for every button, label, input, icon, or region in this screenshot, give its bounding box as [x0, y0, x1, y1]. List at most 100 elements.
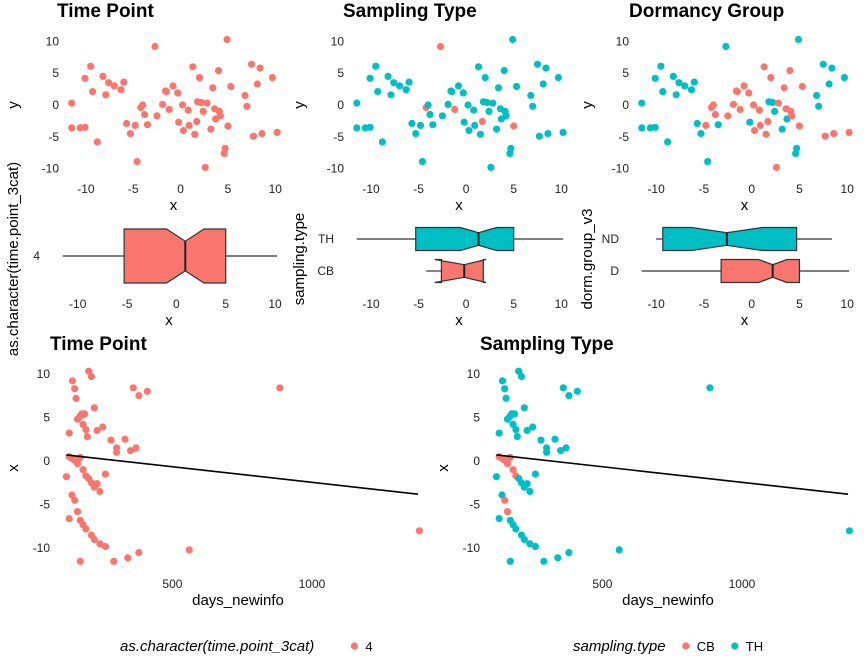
y-tick-label: 5: [43, 410, 50, 424]
y-tick-label: 10: [331, 34, 345, 48]
x-axis-label: days_newinfo: [192, 592, 284, 609]
data-point: [520, 404, 528, 412]
x-tick-label: 1000: [299, 577, 326, 591]
data-point: [498, 491, 506, 499]
data-point: [687, 86, 696, 94]
data-point: [387, 91, 395, 99]
data-point: [151, 42, 159, 51]
data-point: [494, 84, 503, 92]
data-point: [709, 101, 718, 109]
x-tick-label: 0: [173, 297, 180, 311]
data-point: [503, 460, 512, 468]
y-axis-label: y: [5, 101, 22, 109]
x-tick-label: 0: [748, 297, 755, 311]
data-point: [512, 82, 521, 91]
x-tick-label: -10: [362, 182, 380, 196]
data-point: [845, 527, 854, 535]
data-point: [203, 99, 211, 107]
data-point: [675, 79, 683, 87]
x-tick-label: 10: [555, 182, 569, 196]
data-point: [62, 473, 70, 481]
data-point: [533, 60, 542, 68]
y-tick-label: 5: [473, 410, 480, 424]
data-point: [68, 99, 76, 107]
data-point: [87, 62, 95, 70]
notched-box: [662, 226, 798, 252]
data-point: [828, 64, 836, 72]
data-point: [153, 112, 161, 120]
data-point: [559, 128, 567, 136]
x-axis-label: x: [455, 312, 463, 329]
data-point: [268, 74, 276, 82]
data-point: [509, 35, 517, 44]
data-point: [659, 88, 667, 96]
data-point: [105, 79, 113, 87]
data-point: [193, 117, 201, 126]
data-point: [500, 67, 508, 75]
data-point: [845, 128, 853, 136]
data-point: [786, 67, 794, 75]
data-point: [123, 119, 131, 128]
data-point: [714, 121, 722, 129]
x-tick-label: 500: [592, 577, 612, 591]
data-point: [501, 385, 509, 393]
data-point: [256, 64, 264, 72]
data-point: [492, 473, 500, 481]
data-point: [764, 117, 772, 126]
y-tick-label: 0: [43, 454, 50, 468]
y-tick-label: 5: [337, 66, 344, 80]
data-point: [821, 132, 829, 140]
data-point: [794, 35, 803, 44]
legend-item-label: CB: [697, 639, 715, 654]
data-point: [201, 163, 209, 171]
x-axis-label: x: [170, 197, 178, 214]
x-tick-label: 500: [162, 577, 182, 591]
x-axis-label: days_newinfo: [622, 592, 714, 609]
data-point: [517, 372, 526, 381]
data-point: [767, 74, 775, 82]
data-point: [129, 384, 137, 392]
legend-key: [350, 642, 358, 650]
x-axis-label: x: [455, 197, 463, 214]
data-point: [485, 107, 493, 115]
x-axis-label: x: [741, 197, 749, 214]
x-axis-label: x: [741, 312, 749, 329]
data-point: [657, 62, 665, 70]
data-point: [216, 112, 224, 120]
data-point: [706, 384, 714, 392]
data-point: [483, 98, 491, 107]
x-tick-label: 5: [510, 182, 517, 196]
y-tick-label: 0: [52, 98, 59, 112]
data-point: [179, 126, 187, 135]
y-tick-label: 0: [473, 454, 480, 468]
data-point: [513, 433, 521, 441]
y-axis-label: x: [5, 464, 22, 472]
data-point: [99, 423, 107, 431]
data-point: [502, 112, 510, 120]
data-point: [507, 144, 515, 152]
data-point: [515, 367, 523, 375]
data-point: [258, 130, 266, 138]
data-point: [476, 130, 484, 138]
data-point: [199, 107, 207, 115]
y-tick-label: -5: [39, 498, 50, 512]
data-point: [510, 122, 518, 130]
data-point: [113, 448, 121, 456]
y-tick-label: 0: [622, 98, 629, 112]
data-point: [131, 121, 139, 129]
data-point: [733, 88, 741, 96]
data-point: [141, 110, 149, 119]
data-point: [133, 158, 141, 166]
y-tick-label: -5: [333, 130, 344, 144]
y-tick-label: -10: [463, 541, 481, 555]
data-point: [745, 89, 753, 97]
legend-item-label: 4: [365, 639, 372, 654]
notched-box: [720, 258, 801, 284]
data-point: [83, 433, 91, 441]
data-point: [80, 410, 89, 418]
panel-title: Sampling Type: [343, 1, 477, 22]
x-tick-label: 5: [796, 297, 803, 311]
y-tick-label: 10: [616, 34, 630, 48]
data-point: [249, 132, 258, 140]
y-axis-label: sampling.type: [291, 213, 308, 306]
